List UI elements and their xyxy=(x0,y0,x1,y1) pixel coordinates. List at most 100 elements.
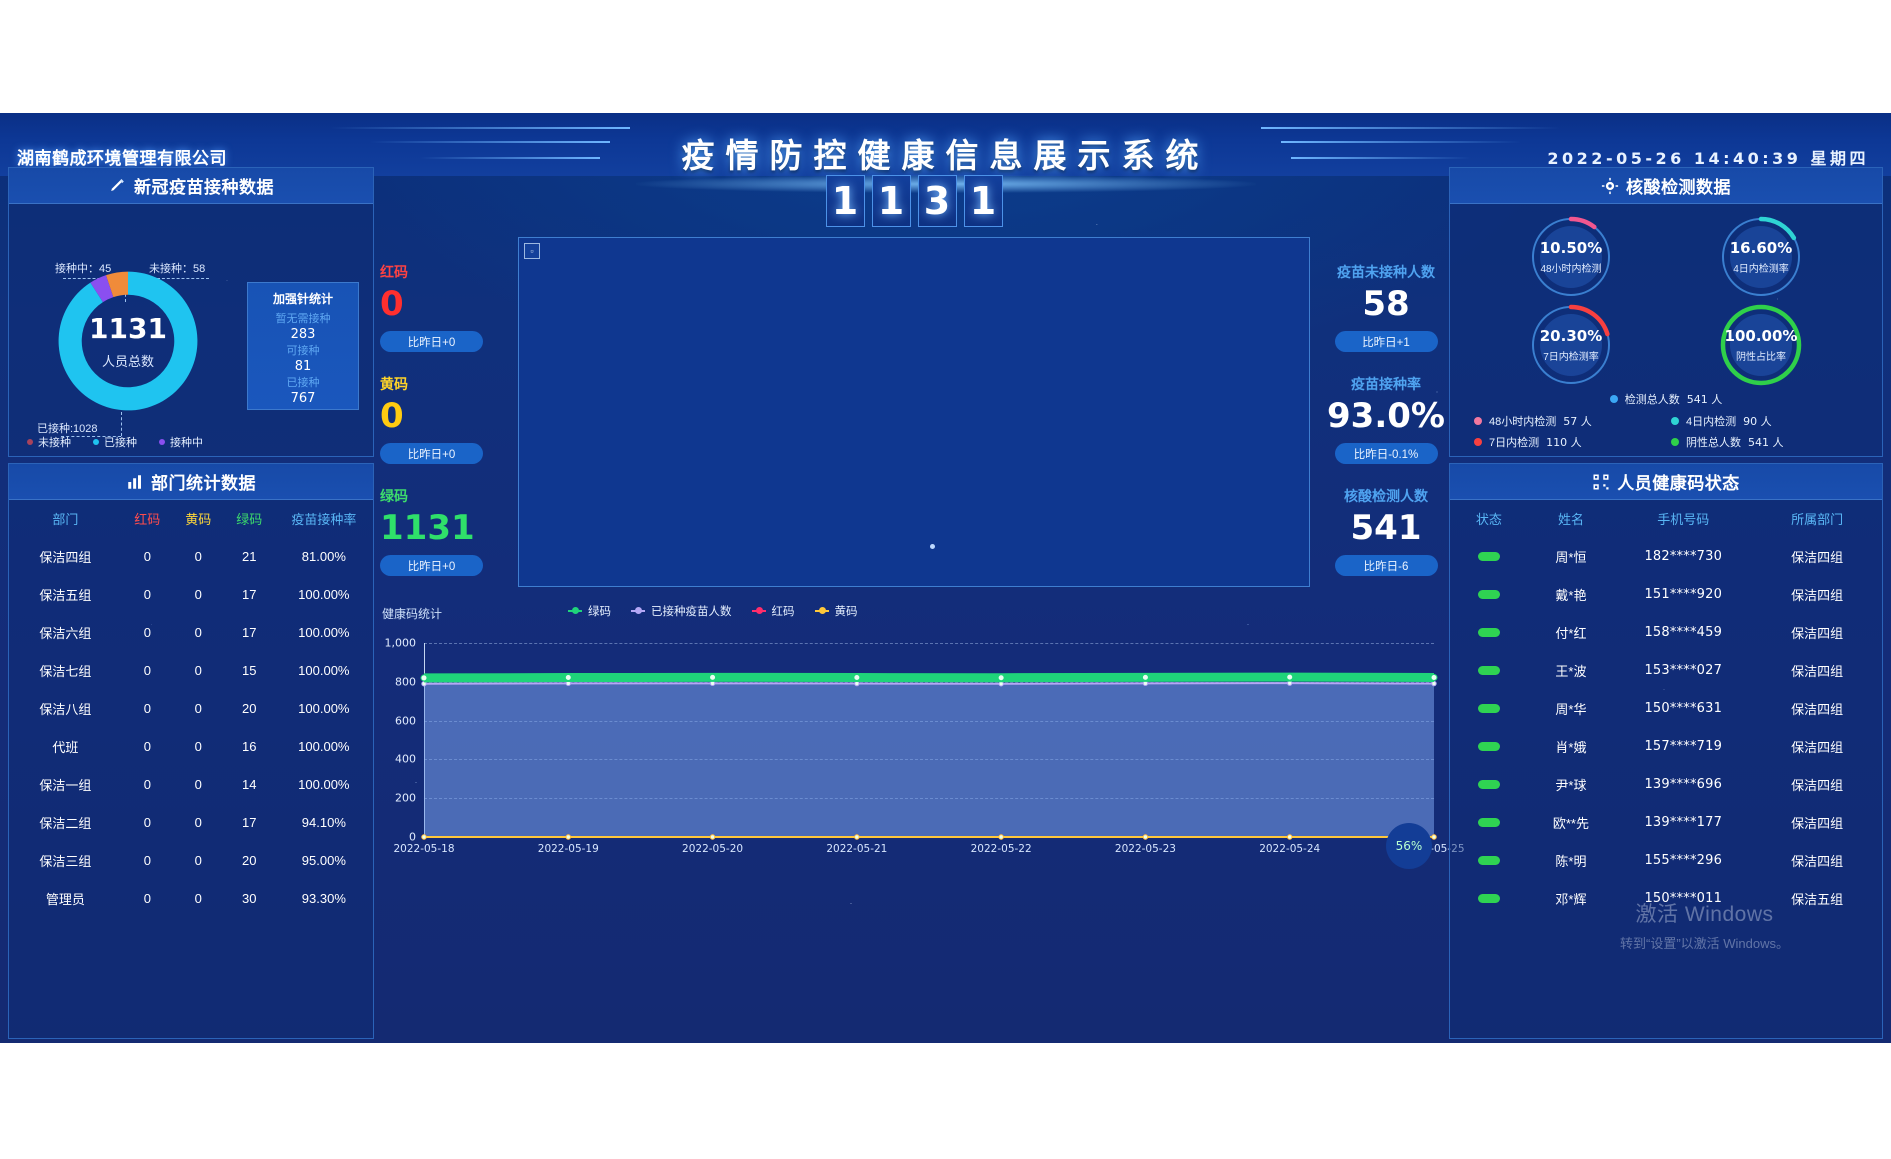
cell-name: 尹*球 xyxy=(1555,777,1587,793)
gauge-caption: 7日内检测率 xyxy=(1543,352,1599,363)
gauge[interactable]: 100.00% 阴性占比率 xyxy=(1718,302,1804,388)
cell-yellow: 0 xyxy=(194,662,202,678)
nucleic-panel-header: 核酸检测数据 xyxy=(1450,168,1882,204)
legend-item[interactable]: 7日内检测 110 人 xyxy=(1474,434,1661,450)
gauge-ring xyxy=(1720,304,1802,386)
chart-legend-item[interactable]: 已接种疫苗人数 xyxy=(631,603,732,619)
health-code-trend-chart[interactable]: 健康码统计 绿码 已接种疫苗人数 红码 黄码 0 200 400 600 800 1,000 20… xyxy=(378,601,1465,871)
donut-legend-item[interactable]: 已接种 xyxy=(93,434,137,450)
table-row[interactable]: 保洁五组 0 0 17 100.00% xyxy=(9,575,373,613)
chart-data-point[interactable] xyxy=(421,834,427,840)
table-row[interactable]: 周*恒 182****730 保洁四组 xyxy=(1450,537,1882,575)
kpi-delta-badge: 比昨日-6 xyxy=(1334,555,1438,576)
donut-center-label: 1131 人员总数 xyxy=(39,252,217,430)
chart-data-point[interactable] xyxy=(997,674,1005,682)
chart-x-tick-label: 2022-05-20 xyxy=(682,843,744,855)
vaccination-donut-chart[interactable] xyxy=(39,252,217,430)
chart-legend-item[interactable]: 红码 xyxy=(751,603,795,619)
table-row[interactable]: 肖*娥 157****719 保洁四组 xyxy=(1450,727,1882,765)
cell-red: 0 xyxy=(143,852,151,868)
people-table: 状态 姓名 手机号码 所属部门 周*恒 182****730 保洁四组 戴*艳 151*… xyxy=(1450,500,1882,917)
gauge[interactable]: 20.30% 7日内检测率 xyxy=(1528,302,1614,388)
booster-item-label: 可接种 xyxy=(286,345,320,357)
chart-data-point[interactable] xyxy=(1142,834,1149,840)
gear-icon xyxy=(1601,177,1619,194)
chart-legend-item[interactable]: 黄码 xyxy=(814,603,858,619)
cell-yellow: 0 xyxy=(194,852,202,868)
table-row[interactable]: 周*华 150****631 保洁四组 xyxy=(1450,689,1882,727)
table-row[interactable]: 陈*明 155****296 保洁四组 xyxy=(1450,841,1882,879)
chart-data-point[interactable] xyxy=(1431,680,1437,687)
kpi-label: 黄码 xyxy=(380,376,408,392)
table-row[interactable]: 王*波 153****027 保洁四组 xyxy=(1450,651,1882,689)
kpi-delta-badge: 比昨日+0 xyxy=(380,443,483,464)
kpi-delta-badge: 比昨日+0 xyxy=(380,331,483,352)
table-row[interactable]: 保洁二组 0 0 17 94.10% xyxy=(9,803,373,841)
chart-data-point[interactable] xyxy=(420,674,428,682)
kpi-value: 0 xyxy=(380,396,404,436)
chart-data-point[interactable] xyxy=(1287,834,1293,840)
table-row[interactable]: 保洁三组 0 0 20 95.00% xyxy=(9,841,373,879)
chart-data-point[interactable] xyxy=(854,834,860,840)
status-badge xyxy=(1477,779,1500,789)
table-row[interactable]: 尹*球 139****696 保洁四组 xyxy=(1450,765,1882,803)
kpi-card: 红码 0 比昨日+0 xyxy=(378,251,508,363)
chart-data-point[interactable] xyxy=(1141,673,1149,681)
gauge[interactable]: 16.60% 4日内检测率 xyxy=(1718,214,1804,300)
col-header-rate: 疫苗接种率 xyxy=(291,512,357,527)
legend-item[interactable]: 48小时内检测 57 人 xyxy=(1474,413,1661,429)
chart-data-point[interactable] xyxy=(421,681,427,687)
gauge-ring xyxy=(1530,216,1612,298)
department-panel-header: 部门统计数据 xyxy=(9,464,373,500)
cell-rate: 94.10% xyxy=(301,814,346,830)
kpi-label: 疫苗未接种人数 xyxy=(1337,264,1435,280)
status-badge xyxy=(1477,627,1500,637)
donut-legend-item[interactable]: 接种中 xyxy=(159,434,203,450)
cell-rate: 81.00% xyxy=(301,548,346,564)
gauge[interactable]: 10.50% 48小时内检测 xyxy=(1528,214,1614,300)
table-row[interactable]: 管理员 0 0 30 93.30% xyxy=(9,879,373,917)
chart-legend-item[interactable]: 绿码 xyxy=(568,603,611,619)
chart-x-tick-label: 2022-05-24 xyxy=(1259,843,1321,855)
table-row[interactable]: 邓*辉 150****011 保洁五组 xyxy=(1450,879,1882,917)
map-visualization[interactable]: ▫ xyxy=(518,237,1310,587)
chart-data-point[interactable] xyxy=(1286,673,1294,681)
table-row[interactable]: 保洁八组 0 0 20 100.00% xyxy=(9,689,373,727)
status-badge xyxy=(1477,665,1500,675)
table-row[interactable]: 欧**先 139****177 保洁四组 xyxy=(1450,803,1882,841)
legend-item[interactable]: 阴性总人数 541 人 xyxy=(1671,434,1858,450)
chart-data-point[interactable] xyxy=(564,674,572,682)
chart-data-point[interactable] xyxy=(1430,674,1438,682)
table-row[interactable]: 代班 0 0 16 100.00% xyxy=(9,727,373,765)
col-header-green: 绿码 xyxy=(236,512,263,527)
table-row[interactable]: 保洁七组 0 0 15 100.00% xyxy=(9,651,373,689)
kpi-label: 核酸检测人数 xyxy=(1344,488,1428,504)
table-row[interactable]: 保洁一组 0 0 14 100.00% xyxy=(9,765,373,803)
chart-data-point[interactable] xyxy=(709,673,717,681)
donut-slice-0[interactable] xyxy=(58,271,198,411)
chart-legend[interactable]: 绿码 已接种疫苗人数 红码 黄码 xyxy=(568,603,858,619)
cell-rate: 100.00% xyxy=(298,738,350,754)
chart-data-point[interactable] xyxy=(565,834,571,840)
chart-data-point[interactable] xyxy=(853,674,861,682)
chart-data-point[interactable] xyxy=(709,834,716,840)
table-row[interactable]: 保洁四组 0 0 21 81.00% xyxy=(9,537,373,575)
people-panel-header: 人员健康码状态 xyxy=(1450,464,1882,500)
booster-item-label: 暂无需接种 xyxy=(275,313,331,325)
donut-slice-1[interactable] xyxy=(90,275,114,303)
chart-data-point[interactable] xyxy=(1431,834,1437,840)
donut-slice-2[interactable] xyxy=(106,271,128,298)
col-header-name: 姓名 xyxy=(1557,512,1584,527)
booster-stats-box: 加强针统计 暂无需接种 283 可接种 81 已接种 767 xyxy=(247,282,359,410)
table-row[interactable]: 保洁六组 0 0 17 100.00% xyxy=(9,613,373,651)
donut-legend-item[interactable]: 未接种 xyxy=(27,434,71,450)
legend-label: 阴性总人数 xyxy=(1686,437,1741,449)
chart-data-point[interactable] xyxy=(998,834,1004,840)
big-number-digit: 1 xyxy=(871,175,911,227)
cell-dept: 保洁六组 xyxy=(39,625,92,641)
legend-item[interactable]: 4日内检测 90 人 xyxy=(1671,413,1858,429)
table-row[interactable]: 付*红 158****459 保洁四组 xyxy=(1450,613,1882,651)
donut-legend-label: 未接种 xyxy=(38,437,71,449)
cell-department: 保洁四组 xyxy=(1791,663,1844,679)
table-row[interactable]: 戴*艳 151****920 保洁四组 xyxy=(1450,575,1882,613)
